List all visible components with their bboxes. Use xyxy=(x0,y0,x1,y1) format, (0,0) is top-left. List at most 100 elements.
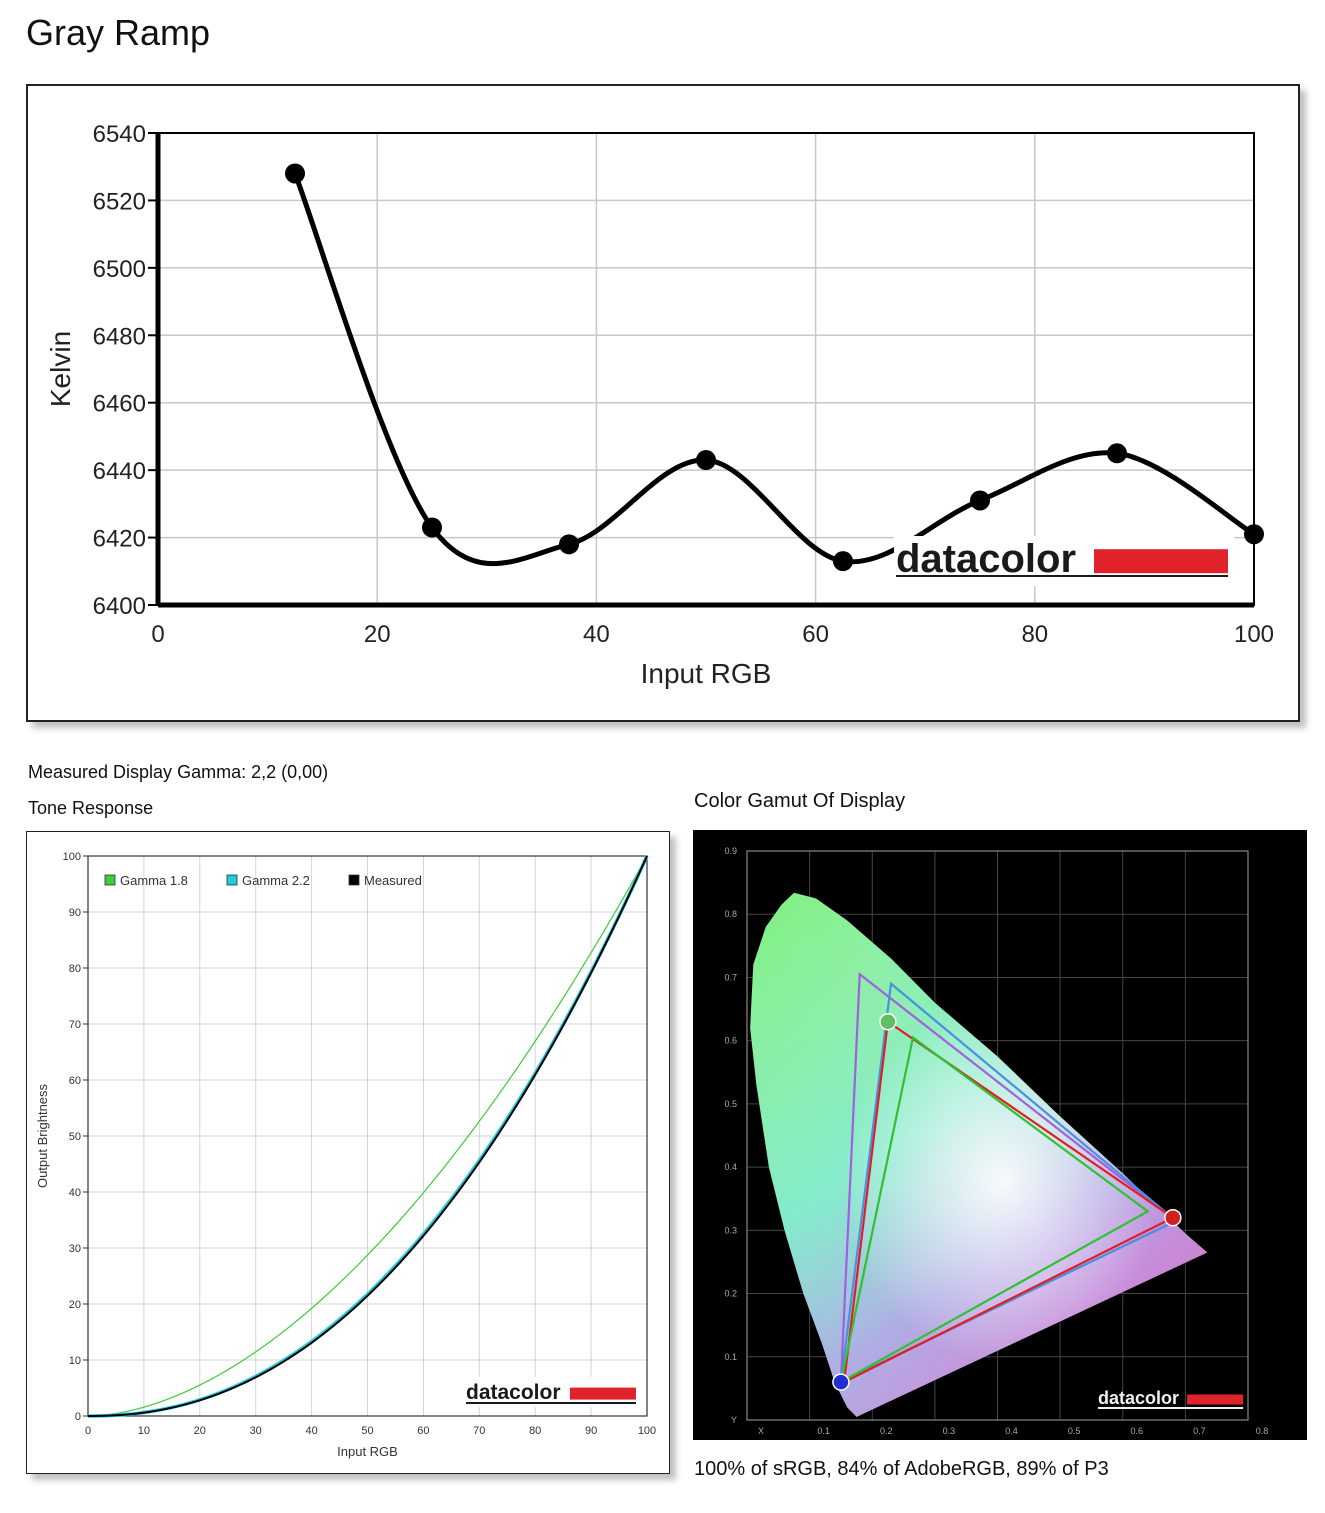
x-tick-label: 0.3 xyxy=(943,1426,956,1436)
y-tick-label: Y xyxy=(731,1415,737,1425)
data-point xyxy=(833,551,853,572)
x-tick-label: 0 xyxy=(151,621,164,648)
x-tick-label: 10 xyxy=(138,1425,150,1437)
legend-label: Measured xyxy=(364,873,422,888)
gamut-triangle-1 xyxy=(839,981,1179,1384)
y-tick-label: 90 xyxy=(69,907,81,919)
y-tick-label: 0.4 xyxy=(724,1162,737,1172)
x-tick-label: 20 xyxy=(364,621,391,648)
logo-text: datacolor xyxy=(1098,1388,1179,1408)
y-tick-label: 0 xyxy=(75,1411,81,1423)
legend-swatch xyxy=(104,874,116,886)
x-tick-label: 80 xyxy=(1021,621,1048,648)
gamut-footer: 100% of sRGB, 84% of AdobeRGB, 89% of P3 xyxy=(694,1458,1109,1480)
y-tick-label: 0.2 xyxy=(724,1289,737,1299)
plot-frame xyxy=(87,855,648,1417)
y-tick-label: 6520 xyxy=(93,188,146,215)
x-tick-label: 0.8 xyxy=(1256,1426,1269,1436)
gray-ramp-panel: 6400 6420 6440 6460 6480 6500 6520 6540 0 20 40 60 8… xyxy=(26,84,1300,722)
gamma-text: Measured Display Gamma: 2,2 (0,00) xyxy=(28,762,329,782)
data-point xyxy=(1107,443,1127,464)
y-tick-label: 20 xyxy=(69,1299,81,1311)
color-gamut-panel: Y 0.1 0.2 0.3 0.4 0.5 0.6 0.7 0.8 0.9 X 0.1 0.2 0.3 0.… xyxy=(693,830,1307,1440)
tone-response-panel: 0 10 20 30 40 50 60 70 80 90 100 0 10 20 30 40 50 60 70 80 9… xyxy=(26,831,670,1474)
datacolor-logo: datacolor xyxy=(1098,1388,1244,1409)
y-tick-label: 0.3 xyxy=(724,1225,737,1235)
y-tick-label: 100 xyxy=(63,851,81,863)
x-tick-label: 20 xyxy=(194,1425,206,1437)
y-axis-label: Kelvin xyxy=(45,331,76,407)
x-tick-label: 40 xyxy=(305,1425,317,1437)
series-line-2 xyxy=(87,855,648,1417)
legend-swatch xyxy=(226,874,238,886)
x-tick-label: 40 xyxy=(583,621,610,648)
y-tick-label: 6400 xyxy=(93,593,146,620)
y-tick-label: 0.5 xyxy=(724,1099,737,1109)
y-tick-label: 80 xyxy=(69,963,81,975)
tone-response-chart: 0 10 20 30 40 50 60 70 80 90 100 0 10 20 30 40 50 60 70 80 9… xyxy=(35,851,656,1459)
tone-title: Tone Response xyxy=(28,798,154,818)
data-point xyxy=(1244,524,1264,545)
y-tick-label: 6460 xyxy=(93,391,146,418)
gamut-triangle-3 xyxy=(839,1035,1150,1385)
page-title: Gray Ramp xyxy=(26,12,211,53)
x-tick-label: 0.5 xyxy=(1068,1426,1081,1436)
gamut-triangle-2 xyxy=(842,1019,1176,1384)
y-tick-label: 6480 xyxy=(93,323,146,350)
primary-point-1 xyxy=(1164,1208,1182,1227)
y-tick-label: 6540 xyxy=(93,121,146,148)
x-tick-label: X xyxy=(758,1426,764,1436)
y-tick-label: 30 xyxy=(69,1243,81,1255)
y-tick-label: 0.1 xyxy=(724,1352,737,1362)
series-line-0 xyxy=(87,855,648,1417)
spectral-locus-whitepoint xyxy=(750,892,1208,1417)
y-tick-label: 6500 xyxy=(93,256,146,283)
x-tick-label: 60 xyxy=(802,621,829,648)
y-tick-label: 0.7 xyxy=(724,972,737,982)
x-tick-label: 50 xyxy=(361,1425,373,1437)
data-point xyxy=(696,450,716,471)
y-tick-label: 60 xyxy=(69,1075,81,1087)
x-tick-label: 60 xyxy=(417,1425,429,1437)
y-tick-label: 70 xyxy=(69,1019,81,1031)
gray-ramp-chart: 6400 6420 6440 6460 6480 6500 6520 6540 0 20 40 60 8… xyxy=(45,121,1274,689)
logo-red-bar xyxy=(1187,1394,1244,1405)
logo-text: datacolor xyxy=(896,537,1076,581)
legend-label: Gamma 1.8 xyxy=(120,873,188,888)
legend-swatch xyxy=(348,874,360,886)
x-tick-label: 100 xyxy=(638,1425,656,1437)
x-axis-label: Input RGB xyxy=(641,658,772,689)
color-gamut-chart: Y 0.1 0.2 0.3 0.4 0.5 0.6 0.7 0.8 0.9 X 0.1 0.2 0.3 0.… xyxy=(724,846,1269,1436)
x-tick-label: 90 xyxy=(585,1425,597,1437)
gamut-title: Color Gamut Of Display xyxy=(694,790,906,812)
data-point xyxy=(285,163,305,184)
y-tick-label: 6440 xyxy=(93,458,146,485)
data-point xyxy=(559,534,579,555)
data-point xyxy=(970,490,990,511)
y-tick-label: 50 xyxy=(69,1131,81,1143)
y-tick-label: 10 xyxy=(69,1355,81,1367)
logo-red-bar xyxy=(1094,549,1228,574)
y-tick-label: 0.9 xyxy=(724,846,737,856)
x-tick-label: 0.2 xyxy=(880,1426,893,1436)
y-axis-label: Output Brightness xyxy=(35,1083,50,1188)
y-tick-label: 6420 xyxy=(93,526,146,553)
primary-point-2 xyxy=(832,1373,850,1391)
y-tick-label: 0.6 xyxy=(724,1036,737,1046)
logo-red-bar xyxy=(569,1387,636,1400)
x-tick-label: 0.6 xyxy=(1130,1426,1143,1436)
x-tick-label: 0.4 xyxy=(1005,1426,1018,1436)
y-tick-label: 40 xyxy=(69,1187,81,1199)
x-tick-label: 0.1 xyxy=(817,1426,830,1436)
logo-text: datacolor xyxy=(466,1381,561,1404)
primary-point-0 xyxy=(879,1012,897,1031)
y-tick-label: 0.8 xyxy=(724,909,737,919)
datacolor-logo: datacolor xyxy=(466,1381,636,1404)
x-tick-label: 0 xyxy=(85,1425,91,1437)
x-tick-label: 70 xyxy=(473,1425,485,1437)
legend-label: Gamma 2.2 xyxy=(242,873,310,888)
plot-area xyxy=(158,133,1254,605)
data-point xyxy=(422,517,442,538)
x-tick-label: 80 xyxy=(529,1425,541,1437)
kelvin-series-line xyxy=(292,172,1256,567)
